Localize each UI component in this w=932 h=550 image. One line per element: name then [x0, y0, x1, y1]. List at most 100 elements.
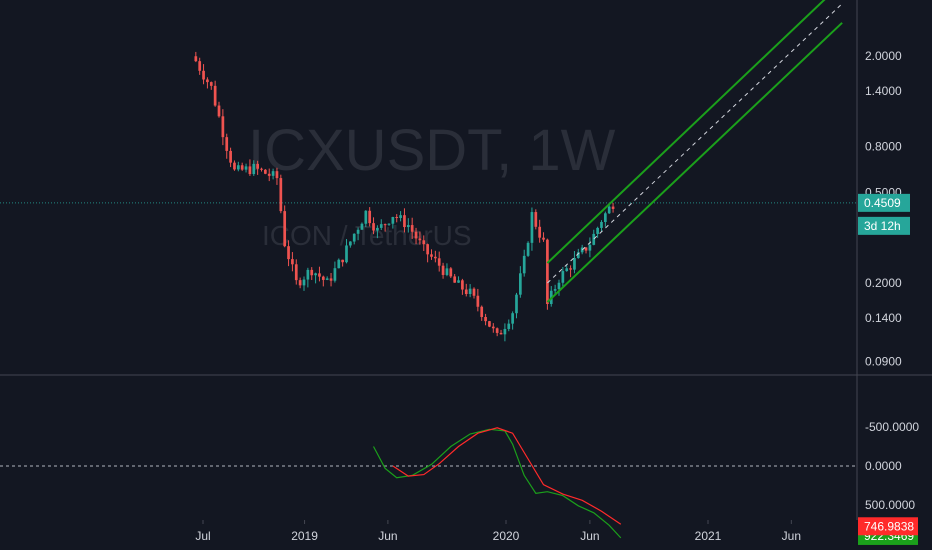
- candle[interactable]: [484, 313, 487, 326]
- candle[interactable]: [522, 249, 526, 277]
- candle[interactable]: [318, 266, 321, 282]
- candle[interactable]: [399, 211, 402, 222]
- candle[interactable]: [379, 219, 383, 231]
- candle[interactable]: [271, 168, 275, 180]
- candle[interactable]: [526, 241, 530, 257]
- candle[interactable]: [534, 209, 538, 230]
- candle[interactable]: [422, 235, 426, 251]
- candle[interactable]: [368, 207, 372, 227]
- candle[interactable]: [461, 278, 464, 295]
- candle[interactable]: [403, 208, 406, 233]
- candle[interactable]: [561, 266, 565, 287]
- candle[interactable]: [387, 223, 391, 226]
- candle[interactable]: [291, 252, 294, 272]
- candle[interactable]: [449, 267, 453, 279]
- candle[interactable]: [499, 329, 503, 335]
- candle[interactable]: [584, 247, 588, 254]
- candle[interactable]: [515, 292, 518, 319]
- candle[interactable]: [406, 218, 410, 233]
- candle[interactable]: [364, 210, 368, 227]
- candle[interactable]: [468, 284, 472, 298]
- candle[interactable]: [225, 133, 229, 159]
- channel-mid-line[interactable]: [547, 3, 843, 284]
- candle[interactable]: [383, 223, 387, 232]
- candle[interactable]: [495, 327, 499, 337]
- candle[interactable]: [600, 220, 603, 233]
- candle[interactable]: [592, 229, 596, 246]
- candle[interactable]: [360, 222, 364, 230]
- candle[interactable]: [337, 258, 341, 269]
- candle[interactable]: [569, 265, 572, 278]
- oscillator-red-line[interactable]: [392, 427, 622, 525]
- candle[interactable]: [244, 163, 248, 173]
- candle[interactable]: [233, 160, 236, 171]
- candle[interactable]: [341, 259, 344, 267]
- candle[interactable]: [287, 240, 290, 267]
- candle[interactable]: [314, 272, 317, 284]
- price-pane[interactable]: [0, 0, 857, 342]
- candle[interactable]: [236, 161, 240, 172]
- candle[interactable]: [511, 311, 514, 330]
- candle[interactable]: [410, 217, 414, 239]
- candle[interactable]: [603, 211, 607, 227]
- candle[interactable]: [472, 287, 476, 299]
- candle[interactable]: [376, 225, 379, 239]
- candle[interactable]: [565, 265, 569, 272]
- candle[interactable]: [596, 226, 599, 238]
- candle[interactable]: [418, 231, 422, 245]
- candle[interactable]: [221, 109, 225, 146]
- candle[interactable]: [329, 272, 333, 287]
- candle[interactable]: [507, 319, 511, 332]
- candle[interactable]: [260, 167, 263, 172]
- candle[interactable]: [267, 168, 271, 182]
- candle[interactable]: [298, 277, 302, 289]
- oscillator-pane[interactable]: [0, 427, 857, 539]
- candle[interactable]: [294, 259, 298, 285]
- candle[interactable]: [198, 57, 202, 75]
- candle[interactable]: [356, 227, 360, 241]
- candle[interactable]: [426, 243, 429, 263]
- candle[interactable]: [279, 174, 283, 214]
- candle[interactable]: [310, 267, 314, 280]
- candle[interactable]: [302, 276, 306, 291]
- candle[interactable]: [488, 320, 491, 328]
- oscillator-green-line[interactable]: [372, 428, 622, 539]
- candle[interactable]: [480, 305, 484, 321]
- candle[interactable]: [252, 160, 256, 176]
- candle[interactable]: [430, 249, 433, 260]
- candle[interactable]: [264, 169, 267, 175]
- candle[interactable]: [441, 262, 445, 279]
- candle[interactable]: [194, 51, 198, 63]
- candle[interactable]: [557, 279, 561, 296]
- candle[interactable]: [275, 167, 279, 185]
- candle[interactable]: [457, 276, 460, 283]
- candle[interactable]: [349, 241, 352, 248]
- candle[interactable]: [202, 64, 205, 85]
- candle[interactable]: [611, 202, 615, 213]
- candle[interactable]: [217, 101, 221, 118]
- candle[interactable]: [491, 323, 495, 333]
- candle[interactable]: [391, 216, 395, 229]
- candle[interactable]: [325, 276, 329, 281]
- channel-lower-line[interactable]: [546, 22, 843, 303]
- candle[interactable]: [209, 81, 213, 90]
- candle[interactable]: [538, 219, 542, 243]
- candle[interactable]: [352, 233, 356, 245]
- candle[interactable]: [345, 239, 348, 264]
- candle[interactable]: [414, 227, 418, 245]
- candle[interactable]: [240, 162, 244, 171]
- candle[interactable]: [518, 266, 522, 298]
- candle[interactable]: [283, 205, 287, 248]
- candle[interactable]: [434, 250, 437, 263]
- candle[interactable]: [530, 207, 534, 251]
- candle[interactable]: [395, 214, 399, 223]
- oscillator-axis[interactable]: 500.0000 0.0000 -500.0000: [865, 420, 919, 512]
- candle[interactable]: [437, 251, 441, 272]
- candle[interactable]: [321, 275, 325, 287]
- candle[interactable]: [256, 160, 259, 175]
- channel-upper-line[interactable]: [546, 0, 842, 264]
- candle[interactable]: [464, 283, 468, 297]
- candle[interactable]: [573, 251, 576, 274]
- candle[interactable]: [206, 77, 209, 89]
